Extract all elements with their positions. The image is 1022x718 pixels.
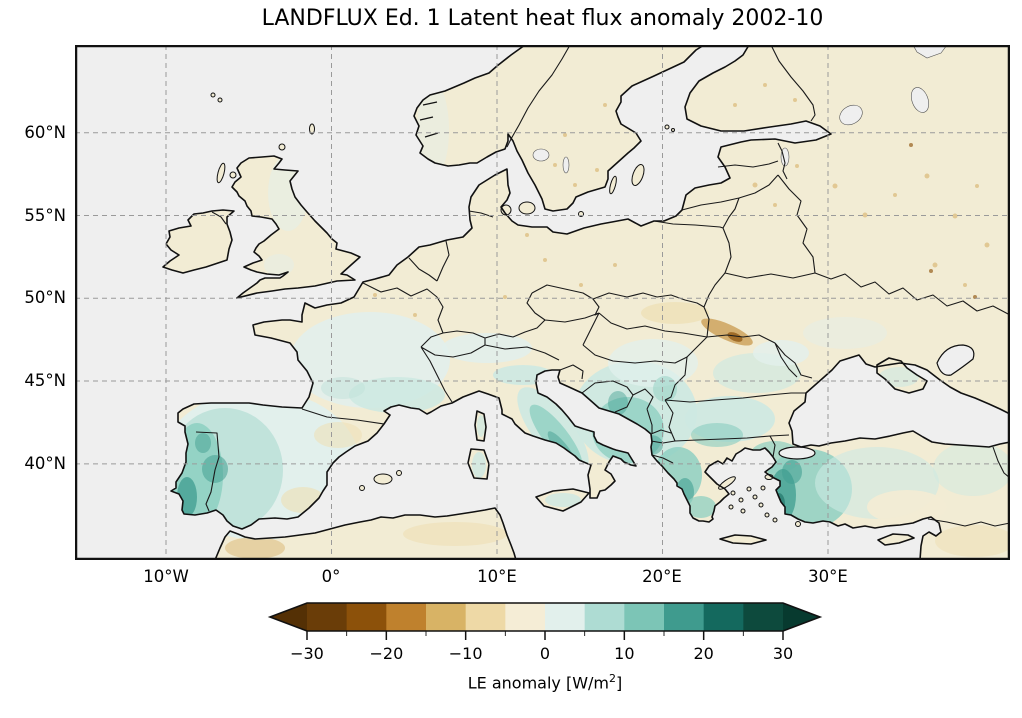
map-border-frame <box>74 44 1011 561</box>
inland-seas <box>532 44 975 460</box>
colorbar-label-prefix: LE anomaly [W/m <box>467 673 610 693</box>
cbar-tick--30: −30 <box>290 644 324 663</box>
cbar-tick--10: −10 <box>448 644 483 663</box>
cbar-tick-10: 10 <box>614 644 635 663</box>
cbar-tick--20: −20 <box>369 644 404 663</box>
x-tick-20E: 20°E <box>642 567 682 586</box>
coastlines <box>162 44 1011 561</box>
cbar-tick-20: 20 <box>693 644 714 663</box>
gridlines <box>75 45 1010 560</box>
small-islands <box>210 92 801 527</box>
cbar-tick-30: 30 <box>772 644 794 663</box>
x-tick-0: 0° <box>321 567 341 586</box>
x-tick-30E: 30°E <box>808 567 848 586</box>
colorbar-label-suffix: ] <box>616 673 623 693</box>
figure-title: LANDFLUX Ed. 1 Latent heat flux anomaly … <box>261 6 824 31</box>
colorbar-label: LE anomaly [W/m2] <box>267 672 823 692</box>
y-tick-50N: 50°N <box>24 288 66 307</box>
colorbar <box>267 602 823 640</box>
map-frame <box>74 44 1011 561</box>
country-borders <box>195 44 1011 527</box>
x-tick-10E: 10°E <box>477 567 517 586</box>
y-tick-55N: 55°N <box>24 206 66 225</box>
colorbar-tick-labels: −30 −20 −10 0 10 20 30 <box>267 644 823 664</box>
y-tick-60N: 60°N <box>24 123 66 142</box>
cbar-tick-0: 0 <box>539 644 551 663</box>
y-tick-45N: 45°N <box>24 371 66 390</box>
europe-anomaly-map <box>74 44 1011 561</box>
y-tick-40N: 40°N <box>24 454 66 473</box>
colorbar-label-sup: 2 <box>609 672 617 685</box>
x-tick-10W: 10°W <box>143 567 189 586</box>
